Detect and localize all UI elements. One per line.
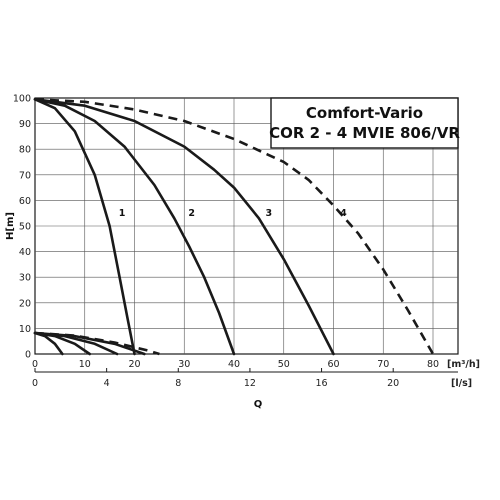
x2-tick-label: 16 [316,378,328,389]
x-tick-label: 30 [178,359,190,370]
x-tick-label: 50 [278,359,290,370]
y-tick-label: 60 [19,196,31,207]
x-tick-label: 0 [32,359,38,370]
x-axis-label: Q [254,399,263,410]
x-tick-label: 80 [427,359,439,370]
curve-label: 4 [340,208,347,219]
x2-tick-label: 12 [244,378,256,389]
curve-3 [33,98,335,356]
x2-tick-label: 4 [104,378,110,389]
chart-subtitle: COR 2 - 4 MVIE 806/VR [269,124,460,142]
x-tick-label: 20 [128,359,140,370]
y-tick-label: 70 [19,170,31,181]
curve-label: 1 [119,208,126,219]
curve-4 [34,98,435,355]
y-tick-label: 80 [19,145,31,156]
chart-title: Comfort-Vario [306,104,423,122]
x2-tick-label: 0 [32,378,38,389]
grid [34,97,459,355]
x-axis-unit-m3h: [m³/h] [447,359,480,370]
y-tick-label: 50 [19,222,31,233]
axis-ticks: 0 10 20 30 40 50 60 70 80 0 10 20 30 40 50 60 70 80 90 100 0… [13,94,458,389]
y-tick-label: 90 [19,119,31,130]
title-box [270,97,459,149]
y-tick-label: 100 [13,94,31,105]
x-axis-unit-ls: [l/s] [451,378,472,389]
y-tick-label: 30 [19,273,31,284]
x2-tick-label: 20 [387,378,399,389]
performance-curves: 1 2 3 4 [33,98,435,356]
x-tick-label: 40 [228,359,240,370]
x-tick-label: 10 [79,359,91,370]
y-axis-label: H[m] [5,212,16,240]
curve-label: 2 [188,208,195,219]
curve-2 [33,98,236,356]
curve-1 [33,98,136,356]
y-tick-label: 20 [19,298,31,309]
x-tick-label: 70 [377,359,389,370]
y-tick-label: 10 [19,324,31,335]
low-speed-curve [34,331,160,356]
y-tick-label: 0 [25,350,31,361]
y-tick-label: 40 [19,247,31,258]
x-tick-label: 60 [327,359,339,370]
curve-label: 3 [266,208,273,219]
x2-tick-label: 8 [175,378,181,389]
